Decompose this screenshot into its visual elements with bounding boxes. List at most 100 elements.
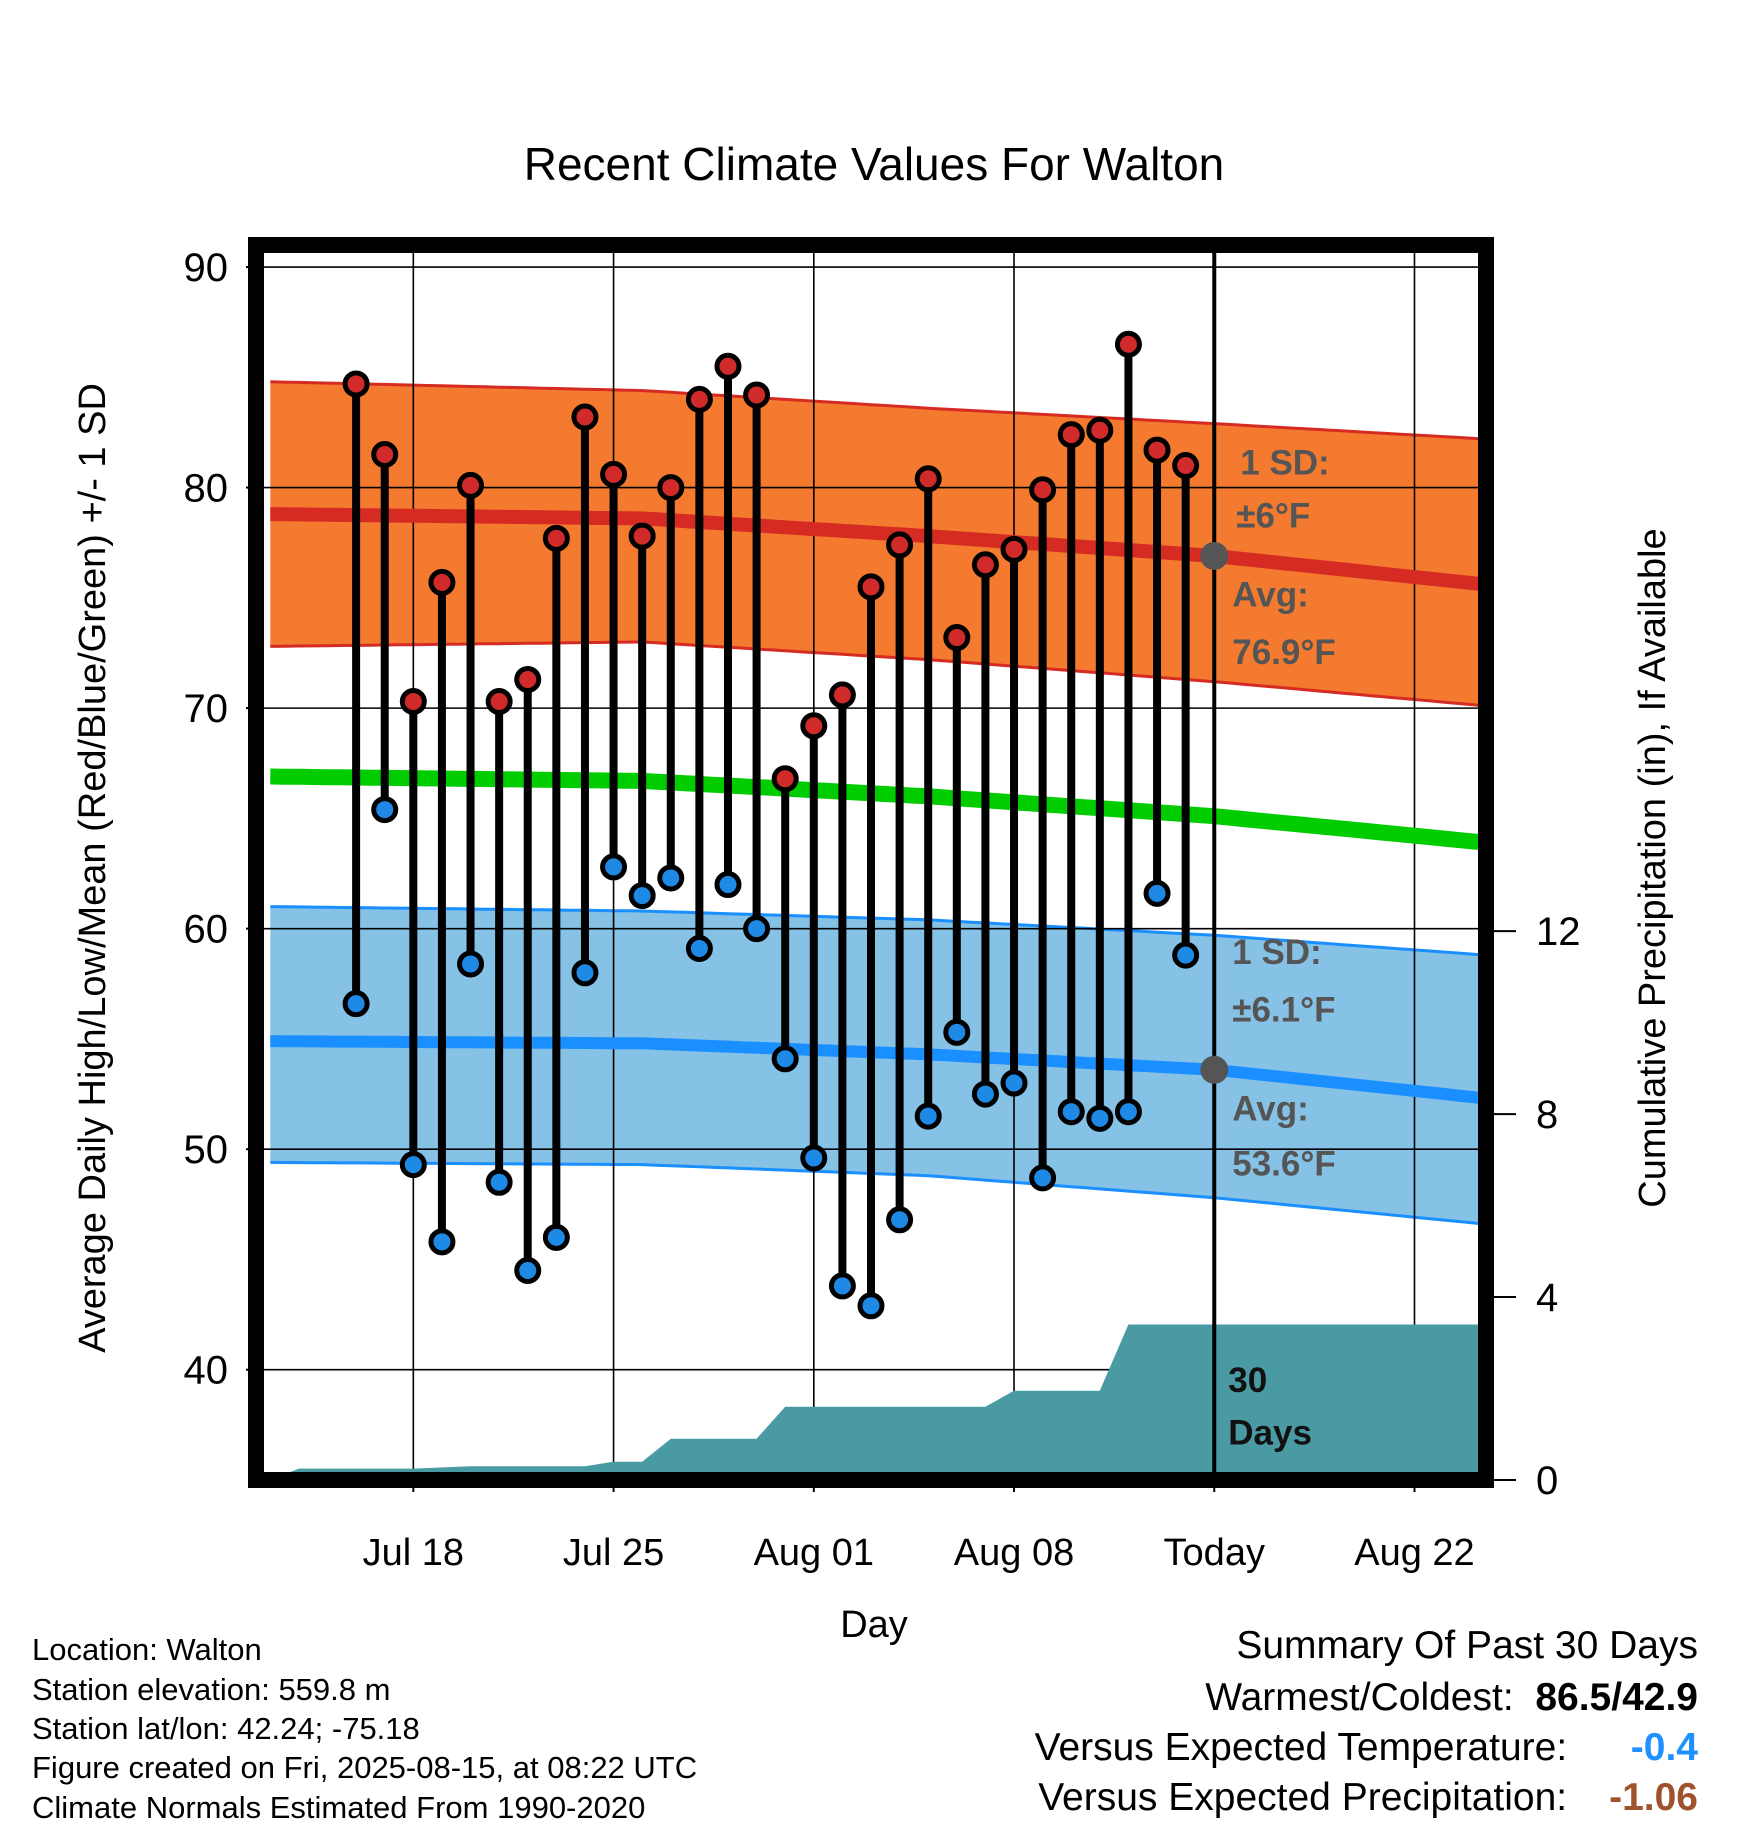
daily-high-point bbox=[342, 370, 370, 398]
today-high-avg-dot bbox=[1200, 541, 1229, 570]
annotations: 1 SD: ±6°F Avg: 76.9°F 1 SD: ±6.1°F Avg: 53.6°F… bbox=[1200, 245, 1336, 1480]
high-sd-upper-edge bbox=[270, 380, 1487, 441]
info-elevation: Station elevation: 559.8 m bbox=[32, 1672, 391, 1707]
low-sd-value: ±6.1°F bbox=[1232, 990, 1335, 1029]
daily-low-point bbox=[685, 935, 713, 963]
warm-cold-value: 86.5/42.9 bbox=[1535, 1676, 1698, 1719]
daily-high-point bbox=[971, 551, 999, 579]
x-tick-label: Jul 25 bbox=[563, 1532, 664, 1574]
daily-low-point bbox=[1143, 879, 1171, 907]
high-sd-value: ±6°F bbox=[1236, 496, 1310, 535]
axes: 40 50 60 70 80 90 0 4 8 12 Jul 18 Jul 25 Aug 01 Aug 0… bbox=[184, 237, 1581, 1574]
warm-cold-label: Warmest/Coldest: bbox=[1205, 1676, 1514, 1719]
daily-low-point bbox=[514, 1256, 542, 1284]
precip-area bbox=[270, 1324, 1486, 1480]
daily-high-point bbox=[1029, 476, 1057, 504]
daily-high-point bbox=[628, 522, 656, 550]
cumulative-precip-area bbox=[270, 1324, 1486, 1480]
y2-tick-label: 0 bbox=[1536, 1459, 1558, 1503]
daily-high-point bbox=[685, 385, 713, 413]
temp-value: -0.4 bbox=[1630, 1726, 1698, 1769]
daily-high-point bbox=[886, 531, 914, 559]
daily-high-point bbox=[714, 352, 742, 380]
daily-low-point bbox=[542, 1223, 570, 1251]
daily-high-point bbox=[1000, 535, 1028, 563]
daily-observations bbox=[342, 330, 1200, 1320]
daily-low-point bbox=[1057, 1098, 1085, 1126]
daily-low-point bbox=[1114, 1098, 1142, 1126]
daily-low-point bbox=[571, 959, 599, 987]
daily-high-point bbox=[943, 624, 971, 652]
info-latlon: Station lat/lon: 42.24; -75.18 bbox=[32, 1711, 420, 1746]
daily-low-point bbox=[886, 1206, 914, 1234]
chart-title: Recent Climate Values For Walton bbox=[524, 138, 1225, 190]
daily-low-point bbox=[457, 950, 485, 978]
daily-low-point bbox=[714, 871, 742, 899]
daily-low-point bbox=[1172, 941, 1200, 969]
normal-low-line bbox=[270, 1035, 1487, 1105]
daily-high-point bbox=[542, 524, 570, 552]
daily-high-point bbox=[1057, 421, 1085, 449]
temp-label: Versus Expected Temperature: bbox=[1034, 1726, 1568, 1769]
precip-label: Versus Expected Precipitation: bbox=[1038, 1776, 1568, 1819]
y-tick-label: 80 bbox=[184, 467, 229, 511]
precip-value: -1.06 bbox=[1609, 1776, 1698, 1819]
low-sd-lower-edge bbox=[270, 1160, 1487, 1226]
y-axis-label: Average Daily High/Low/Mean (Red/Blue/Gr… bbox=[72, 383, 114, 1353]
low-avg-label: Avg: bbox=[1232, 1090, 1308, 1129]
x-tick-label: Aug 22 bbox=[1354, 1532, 1474, 1574]
daily-low-point bbox=[943, 1018, 971, 1046]
y-tick-label: 40 bbox=[184, 1349, 229, 1393]
normal-mean-line bbox=[270, 768, 1487, 851]
high-sd-label: 1 SD: bbox=[1240, 443, 1329, 482]
summary-warm-cold: Warmest/Coldest: 86.5/42.9 bbox=[1205, 1678, 1698, 1717]
daily-high-point bbox=[1086, 416, 1114, 444]
daily-low-point bbox=[428, 1228, 456, 1256]
info-location: Location: Walton bbox=[32, 1632, 262, 1667]
daily-low-point bbox=[1000, 1069, 1028, 1097]
daily-low-point bbox=[600, 853, 628, 881]
daily-high-point bbox=[371, 441, 399, 469]
daily-low-point bbox=[628, 882, 656, 910]
low-avg-value: 53.6°F bbox=[1232, 1145, 1336, 1184]
window-days-number: 30 bbox=[1228, 1361, 1267, 1400]
daily-low-point bbox=[857, 1292, 885, 1320]
daily-low-point bbox=[399, 1151, 427, 1179]
daily-high-point bbox=[771, 765, 799, 793]
high-avg-label: Avg: bbox=[1232, 576, 1308, 615]
info-normals: Climate Normals Estimated From 1990-2020 bbox=[32, 1790, 646, 1825]
daily-low-point bbox=[743, 915, 771, 943]
summary-temp: Versus Expected Temperature: -0.4 bbox=[1035, 1728, 1698, 1767]
daily-high-point bbox=[600, 460, 628, 488]
daily-high-point bbox=[657, 474, 685, 502]
daily-high-point bbox=[514, 665, 542, 693]
y2-tick-label: 12 bbox=[1536, 910, 1581, 954]
low-sd-label: 1 SD: bbox=[1232, 933, 1321, 972]
y2-tick-label: 8 bbox=[1536, 1093, 1558, 1137]
daily-low-point bbox=[800, 1144, 828, 1172]
daily-low-point bbox=[971, 1080, 999, 1108]
daily-high-point bbox=[1114, 330, 1142, 358]
y2-axis-label: Cumulative Precipitation (in), If Availa… bbox=[1632, 528, 1674, 1207]
y-tick-label: 70 bbox=[184, 687, 229, 731]
summary-precip: Versus Expected Precipitation: -1.06 bbox=[1038, 1778, 1698, 1817]
daily-low-point bbox=[657, 864, 685, 892]
daily-low-point bbox=[371, 796, 399, 824]
y-tick-label: 90 bbox=[184, 246, 229, 290]
today-low-avg-dot bbox=[1200, 1055, 1229, 1084]
daily-high-point bbox=[428, 568, 456, 596]
daily-high-point bbox=[743, 381, 771, 409]
window-days-label: Days bbox=[1228, 1414, 1312, 1453]
x-tick-label: Aug 01 bbox=[754, 1532, 874, 1574]
daily-high-point bbox=[1172, 452, 1200, 480]
plot-frame bbox=[248, 237, 1494, 1488]
daily-low-point bbox=[771, 1045, 799, 1073]
daily-high-point bbox=[914, 465, 942, 493]
info-created: Figure created on Fri, 2025-08-15, at 08… bbox=[32, 1750, 698, 1785]
low-sd-band bbox=[270, 906, 1486, 1225]
summary-title: Summary Of Past 30 Days bbox=[1236, 1624, 1698, 1667]
daily-low-point bbox=[485, 1168, 513, 1196]
x-axis-label: Day bbox=[840, 1604, 908, 1646]
daily-high-point bbox=[857, 573, 885, 601]
